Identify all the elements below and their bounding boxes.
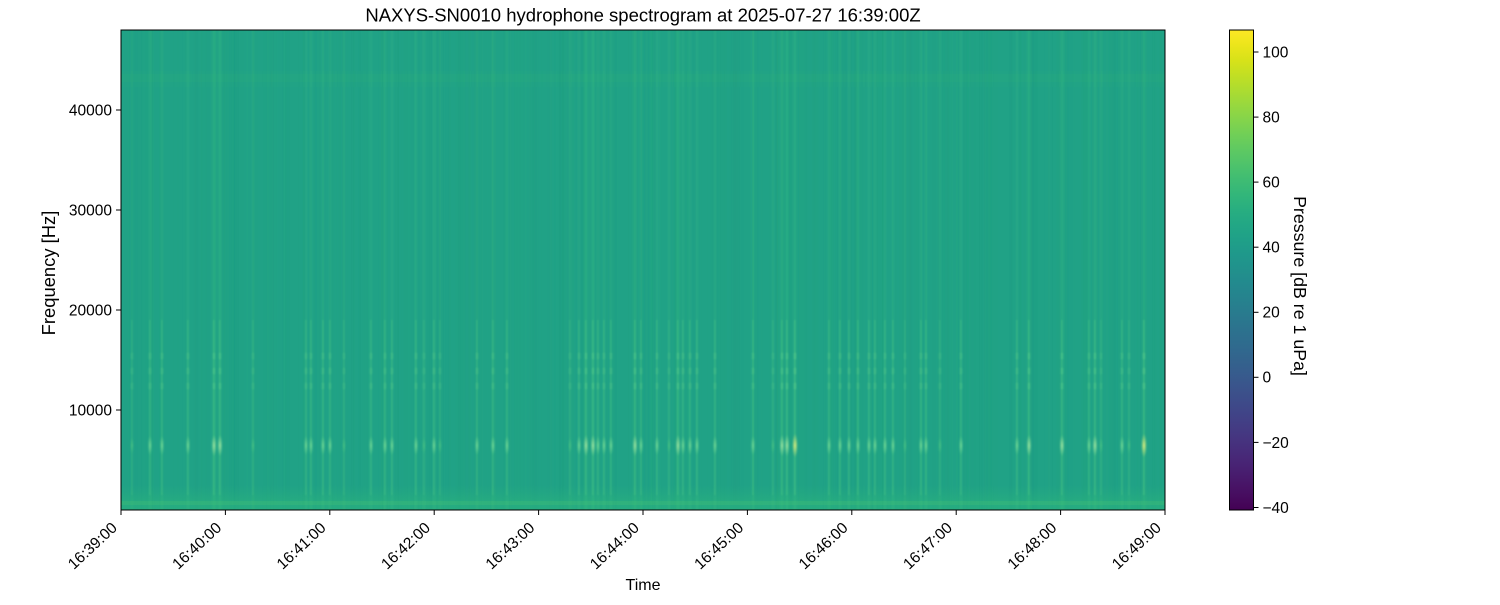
svg-text:30000: 30000: [69, 202, 112, 219]
svg-text:Frequency [Hz]: Frequency [Hz]: [38, 211, 59, 336]
svg-text:80: 80: [1263, 110, 1281, 127]
svg-text:Pressure [dB re 1 uPa]: Pressure [dB re 1 uPa]: [1290, 196, 1310, 376]
svg-text:−40: −40: [1263, 500, 1290, 517]
svg-text:20000: 20000: [69, 302, 112, 319]
svg-text:100: 100: [1263, 44, 1289, 61]
svg-text:0: 0: [1263, 370, 1272, 387]
svg-text:40000: 40000: [69, 102, 112, 119]
svg-text:10000: 10000: [69, 402, 112, 419]
svg-text:40: 40: [1263, 240, 1281, 257]
svg-text:NAXYS-SN0010 hydrophone spectr: NAXYS-SN0010 hydrophone spectrogram at 2…: [365, 5, 920, 26]
svg-text:60: 60: [1263, 175, 1281, 192]
svg-text:−20: −20: [1263, 435, 1290, 452]
svg-text:Time: Time: [626, 577, 661, 594]
svg-text:20: 20: [1263, 305, 1281, 322]
